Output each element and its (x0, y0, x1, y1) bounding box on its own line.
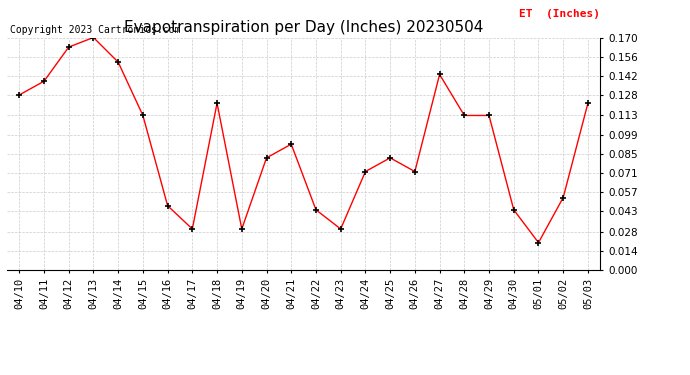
Text: Copyright 2023 Cartronics.com: Copyright 2023 Cartronics.com (10, 25, 180, 35)
Text: ET  (Inches): ET (Inches) (520, 9, 600, 19)
Title: Evapotranspiration per Day (Inches) 20230504: Evapotranspiration per Day (Inches) 2023… (124, 20, 483, 35)
